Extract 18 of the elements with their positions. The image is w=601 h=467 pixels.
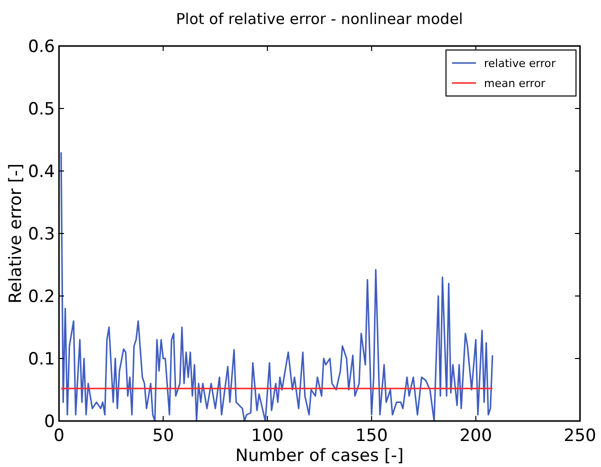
y-tick-label: 0.4: [28, 162, 55, 182]
legend-label: relative error: [484, 57, 556, 70]
x-tick-label: 50: [152, 426, 174, 446]
y-tick-label: 0.6: [28, 37, 55, 57]
y-tick-label: 0.1: [28, 350, 55, 370]
x-tick-label: 250: [564, 426, 596, 446]
y-tick-label: 0.3: [28, 224, 55, 244]
x-tick-label: 200: [460, 426, 492, 446]
chart-title: Plot of relative error - nonlinear model: [176, 10, 463, 28]
x-axis-title: Number of cases [-]: [235, 446, 404, 466]
x-tick-label: 100: [251, 426, 284, 446]
y-axis-title: Relative error [-]: [6, 164, 26, 304]
x-tick-label: 150: [355, 426, 388, 446]
y-tick-label: 0.2: [28, 287, 55, 307]
line-series: [60, 152, 494, 422]
y-tick-label: 0.5: [28, 100, 55, 120]
legend-label: mean error: [484, 77, 546, 90]
y-tick-label: 0: [44, 412, 55, 432]
